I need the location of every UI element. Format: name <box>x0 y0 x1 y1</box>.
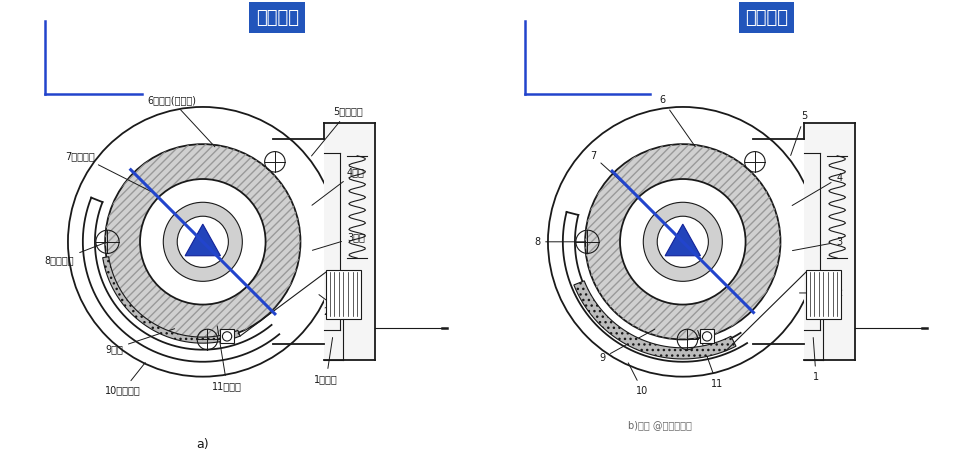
Text: 11刹车块: 11刹车块 <box>212 326 242 391</box>
Circle shape <box>586 144 780 339</box>
Circle shape <box>140 179 266 305</box>
Bar <box>804 123 854 360</box>
Text: 5: 5 <box>791 111 807 155</box>
Text: 3钢丝: 3钢丝 <box>312 232 365 250</box>
Text: b)头条 @哥专修电器: b)头条 @哥专修电器 <box>628 420 691 431</box>
Text: 4: 4 <box>792 173 842 206</box>
Bar <box>220 329 234 343</box>
Polygon shape <box>185 224 221 256</box>
Text: 4拉簧: 4拉簧 <box>312 167 365 205</box>
Text: 2: 2 <box>800 288 843 298</box>
Circle shape <box>178 216 228 267</box>
Text: 8: 8 <box>534 237 585 247</box>
Text: 10: 10 <box>628 363 649 396</box>
Text: 7电动机轴: 7电动机轴 <box>65 151 152 192</box>
Text: 11: 11 <box>698 331 723 389</box>
Text: 8紧固螺钉: 8紧固螺钉 <box>45 243 105 266</box>
Text: 2钢丝套支架: 2钢丝套支架 <box>319 295 359 317</box>
Circle shape <box>620 179 746 305</box>
Polygon shape <box>574 281 736 359</box>
Text: 3: 3 <box>792 237 842 251</box>
Bar <box>324 123 374 360</box>
Bar <box>326 270 361 319</box>
Circle shape <box>658 216 708 267</box>
Bar <box>700 329 714 343</box>
Text: 脱水状态: 脱水状态 <box>745 9 788 27</box>
Text: 10刹车动臂: 10刹车动臂 <box>106 363 145 396</box>
Text: 7: 7 <box>589 151 632 191</box>
Text: 5刹车底盘: 5刹车底盘 <box>311 106 363 156</box>
Text: 1: 1 <box>813 338 819 382</box>
Text: 6刹车鼓(联轴器): 6刹车鼓(联轴器) <box>147 95 215 147</box>
Circle shape <box>163 202 242 281</box>
Text: 9销轴: 9销轴 <box>106 329 175 354</box>
Text: 1钢丝套: 1钢丝套 <box>314 338 338 384</box>
Text: 6: 6 <box>660 95 695 146</box>
Text: 9: 9 <box>599 329 655 363</box>
Text: 制动状态: 制动状态 <box>255 9 299 27</box>
Text: a): a) <box>197 438 209 451</box>
Circle shape <box>643 202 722 281</box>
Polygon shape <box>665 224 701 256</box>
Polygon shape <box>103 257 240 343</box>
Bar <box>806 270 841 319</box>
Circle shape <box>106 144 300 339</box>
